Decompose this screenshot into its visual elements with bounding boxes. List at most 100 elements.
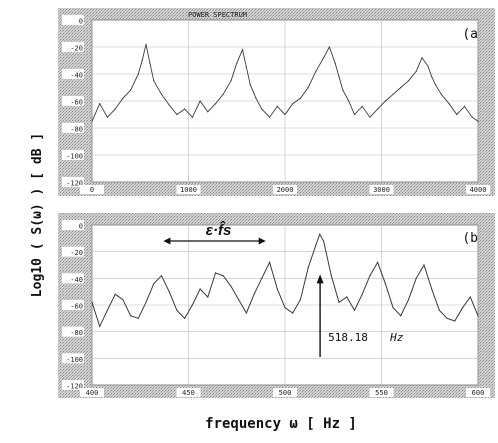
data-point	[184, 317, 186, 319]
data-point	[400, 315, 402, 317]
data-point	[384, 283, 386, 285]
data-point	[241, 49, 244, 51]
data-point	[255, 97, 257, 99]
data-point	[315, 244, 317, 246]
y-tick-box	[62, 15, 84, 25]
data-point	[434, 84, 437, 86]
peak-arrow-head	[316, 274, 324, 284]
data-point	[438, 309, 440, 311]
data-point	[230, 80, 232, 82]
panel-a: 0 -20 -40 -60 -80 -100 -120 0 1000 2000 3000 4000 PO…	[58, 8, 495, 196]
data-point	[323, 240, 325, 242]
y-tick-box	[62, 69, 84, 79]
data-point	[106, 309, 109, 311]
data-point	[245, 66, 247, 68]
y-tick-box	[62, 380, 84, 390]
annotation-unit: Hz	[389, 331, 404, 344]
data-point	[292, 312, 294, 314]
data-point	[245, 312, 247, 314]
data-point	[276, 288, 278, 290]
data-point	[222, 275, 224, 277]
y-tick-box	[62, 353, 84, 364]
data-point	[319, 233, 321, 235]
data-point	[184, 108, 186, 110]
y-tick-label: -60	[70, 303, 83, 311]
data-point	[323, 57, 325, 59]
x-tick-label: 550	[375, 389, 388, 397]
data-point	[377, 108, 379, 110]
y-tick-label: -120	[66, 180, 83, 188]
data-point	[145, 301, 147, 303]
y-tick-label: -20	[70, 249, 83, 257]
x-tick-label: 0	[90, 186, 94, 194]
data-point	[369, 275, 371, 277]
data-point	[477, 120, 479, 122]
data-point	[191, 116, 193, 118]
data-point	[137, 317, 139, 319]
y-tick-box	[62, 42, 84, 52]
data-point	[469, 296, 471, 298]
data-point	[122, 97, 124, 99]
data-point	[461, 307, 464, 309]
data-point	[407, 299, 410, 301]
data-point	[392, 93, 394, 95]
x-tick-label: 4000	[470, 186, 487, 194]
data-point	[236, 62, 238, 64]
data-point	[448, 103, 450, 105]
data-point	[421, 57, 423, 59]
data-point	[328, 46, 330, 48]
data-point	[423, 264, 425, 266]
y-tick-box	[62, 150, 84, 160]
data-point	[446, 317, 448, 319]
data-point	[99, 325, 101, 327]
data-point	[130, 89, 132, 91]
data-point	[400, 86, 402, 89]
y-tick-box	[62, 96, 84, 106]
x-tick-label: 3000	[373, 186, 390, 194]
data-point	[168, 104, 170, 106]
data-point	[261, 108, 263, 110]
data-point	[160, 275, 163, 277]
data-point	[299, 97, 302, 99]
y-tick-label: -20	[70, 45, 83, 53]
series-line	[91, 233, 479, 328]
x-tick-box	[176, 388, 201, 397]
data-point	[153, 283, 155, 285]
data-point	[477, 315, 479, 317]
data-point	[463, 105, 466, 107]
data-point	[168, 291, 170, 293]
arrow-head-left	[163, 237, 171, 245]
y-tick-box	[62, 246, 84, 257]
x-tick-box	[273, 388, 297, 397]
data-point	[91, 120, 93, 122]
y-tick-box	[62, 177, 84, 187]
x-tick-box	[369, 185, 394, 194]
data-point	[315, 70, 317, 72]
data-point	[284, 307, 286, 309]
data-point	[176, 309, 178, 311]
data-point	[199, 288, 201, 290]
data-point	[377, 261, 379, 263]
y-tick-box	[62, 326, 84, 337]
data-point	[214, 103, 217, 105]
y-tick-label: 0	[79, 223, 83, 231]
data-point	[207, 111, 209, 113]
data-point	[207, 296, 209, 298]
data-point	[276, 105, 278, 107]
y-tick-box	[62, 300, 84, 310]
data-point	[353, 309, 356, 311]
data-point	[145, 43, 147, 45]
y-tick-label: -80	[70, 329, 83, 337]
data-point	[456, 113, 458, 116]
data-point	[261, 277, 263, 279]
x-tick-label: 500	[279, 389, 292, 397]
x-tick-box	[80, 388, 104, 397]
data-point	[230, 285, 232, 287]
data-point	[471, 116, 473, 118]
y-tick-label: -60	[70, 99, 83, 107]
data-point	[384, 100, 386, 102]
y-tick-box	[62, 123, 84, 133]
data-point	[361, 105, 363, 107]
